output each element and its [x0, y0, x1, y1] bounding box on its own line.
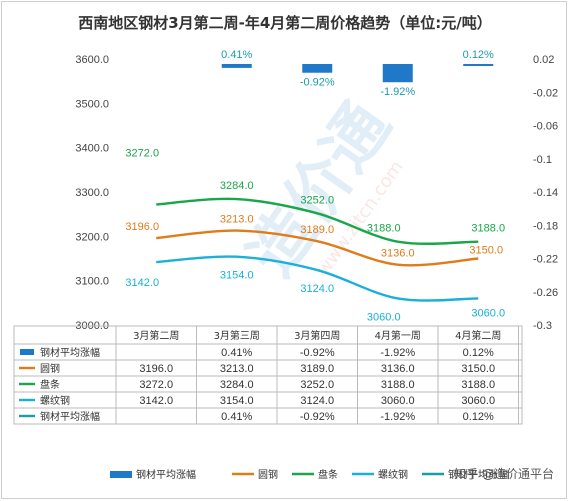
y-right-tick-label: 0.02: [533, 54, 554, 66]
data-label-s3-1: 3142.0: [125, 277, 159, 289]
bar-label-3: -0.92%: [300, 77, 335, 89]
table-cell-r5-c4: -1.92%: [380, 411, 415, 423]
y-right-tick-label: -0.26: [533, 287, 558, 299]
category-label-3: 3月第四周: [294, 329, 340, 342]
table-cell-r3-c3: 3252.0: [300, 379, 334, 391]
data-label-s2-4: 3188.0: [367, 223, 401, 235]
table-row-name-5: 钢材平均涨幅: [40, 410, 100, 423]
table-cell-r2-c5: 3150.0: [461, 363, 495, 375]
table-row-name-3: 盘条: [40, 378, 60, 391]
bar-label-2: 0.41%: [221, 49, 252, 61]
y-left-tick-label: 3300.0: [75, 187, 109, 199]
legend-key-1: [110, 471, 132, 478]
bar-5: [463, 64, 494, 66]
chart-title: 西南地区钢材3月第二周-年4月第二周价格趋势（单位:元/吨）: [78, 14, 492, 32]
data-label-s2-2: 3284.0: [220, 180, 254, 192]
table-cell-r3-c4: 3188.0: [381, 379, 415, 391]
table-cell-r2-c3: 3189.0: [300, 363, 334, 375]
table-row-name-1: 钢材平均涨幅: [40, 346, 100, 359]
category-label-1: 3月第二周: [133, 329, 179, 342]
table-cell-r2-c1: 3196.0: [139, 363, 173, 375]
y-right-tick-label: -0.14: [533, 187, 558, 199]
series-line-2: [156, 197, 479, 245]
y-left-tick-label: 3100.0: [75, 276, 109, 288]
table-cell-r1-c3: -0.92%: [300, 347, 335, 359]
data-label-s1-5: 3150.0: [469, 245, 503, 257]
bar-2: [221, 64, 252, 68]
table-cell-r1-c2: 0.41%: [221, 347, 252, 359]
table-cell-r4-c5: 3060.0: [461, 395, 495, 407]
table-cell-r4-c2: 3154.0: [220, 395, 254, 407]
bar-label-5: 0.12%: [463, 49, 494, 61]
y-left-tick-label: 3400.0: [75, 143, 109, 155]
table-cell-r4-c4: 3060.0: [381, 395, 415, 407]
legend-label-5: 钢材平均涨幅: [448, 468, 508, 481]
y-left-tick-label: 3600.0: [75, 54, 109, 66]
table-cell-r5-c5: 0.12%: [463, 411, 494, 423]
data-table-border: [13, 325, 523, 425]
data-label-s1-2: 3213.0: [220, 214, 254, 226]
bar-label-4: -1.92%: [380, 86, 415, 98]
y-right-tick-label: -0.3: [533, 320, 552, 332]
legend-label-3: 盘条: [318, 468, 338, 481]
table-cell-r5-c3: -0.92%: [300, 411, 335, 423]
legend-label-2: 圆钢: [258, 468, 278, 481]
data-label-s1-3: 3189.0: [300, 224, 334, 236]
y-left-tick-label: 3500.0: [75, 98, 109, 110]
table-cell-r3-c2: 3284.0: [220, 379, 254, 391]
data-label-s2-3: 3252.0: [300, 194, 334, 206]
table-cell-r4-c3: 3124.0: [300, 395, 334, 407]
table-row-name-2: 圆钢: [40, 362, 60, 375]
series-line-1: [156, 229, 479, 267]
table-cell-r3-c5: 3188.0: [461, 379, 495, 391]
data-label-s3-5: 3060.0: [471, 307, 505, 319]
table-cell-r1-c4: -1.92%: [380, 347, 415, 359]
data-label-s2-1: 3272.0: [125, 147, 159, 159]
data-label-s3-2: 3154.0: [220, 270, 254, 282]
y-right-tick-label: -0.22: [533, 254, 558, 266]
table-cell-r5-c2: 0.41%: [221, 411, 252, 423]
table-cell-r2-c4: 3136.0: [381, 363, 415, 375]
data-label-s3-4: 3060.0: [367, 311, 401, 323]
bar-3: [302, 64, 333, 73]
table-cell-r2-c2: 3213.0: [220, 363, 254, 375]
category-label-4: 4月第一周: [375, 329, 421, 342]
y-right-tick-label: -0.1: [533, 154, 552, 166]
table-row-name-4: 螺纹钢: [40, 394, 70, 407]
y-left-tick-label: 3200.0: [75, 231, 109, 243]
data-label-s1-1: 3196.0: [125, 221, 159, 233]
series-line-3: [156, 255, 479, 302]
category-label-5: 4月第二周: [455, 329, 501, 342]
legend-label-4: 螺纹钢: [378, 468, 408, 481]
table-cell-r3-c1: 3272.0: [139, 379, 173, 391]
bar-4: [382, 64, 413, 83]
data-label-s3-3: 3124.0: [300, 283, 334, 295]
y-right-tick-label: -0.06: [533, 121, 558, 133]
source-watermark-text: 知乎 @造价通平台: [454, 466, 554, 481]
data-label-s1-4: 3136.0: [381, 248, 415, 260]
table-cell-r4-c1: 3142.0: [139, 395, 173, 407]
y-right-tick-label: -0.18: [533, 220, 558, 232]
y-right-tick-label: -0.02: [533, 87, 558, 99]
table-row-key-1: [20, 349, 34, 355]
data-label-s2-5: 3188.0: [471, 223, 505, 235]
category-label-2: 3月第三周: [214, 329, 260, 342]
table-cell-r1-c5: 0.12%: [463, 347, 494, 359]
legend-label-1: 钢材平均涨幅: [136, 468, 196, 481]
